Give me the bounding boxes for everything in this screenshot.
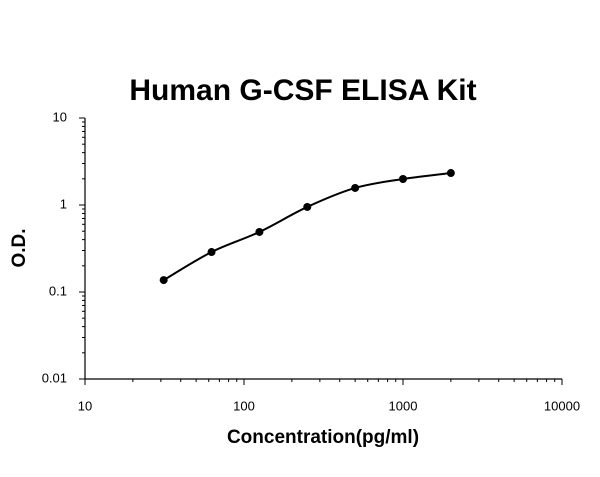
chart-title: Human G-CSF ELISA Kit	[129, 74, 476, 107]
marker	[446, 169, 455, 178]
y-tick-label: 1	[60, 196, 67, 211]
marker	[255, 227, 264, 236]
x-tick-label: 10000	[544, 398, 580, 413]
x-tick-label: 100	[233, 398, 255, 413]
y-tick-label: 10	[53, 109, 67, 124]
x-tick-label: 1000	[389, 398, 418, 413]
marker	[399, 174, 407, 183]
line	[163, 172, 451, 281]
y-tick-label: 0.01	[42, 370, 67, 385]
y-tick-label: 0.1	[49, 283, 67, 298]
marker	[351, 183, 360, 192]
marker	[207, 248, 216, 257]
x-tick-label: 10	[78, 398, 92, 413]
marker	[303, 202, 312, 211]
x-axis-label: Concentration(pg/ml)	[227, 427, 419, 448]
y-axis-label: O.D.	[9, 228, 30, 267]
marker	[159, 276, 168, 285]
